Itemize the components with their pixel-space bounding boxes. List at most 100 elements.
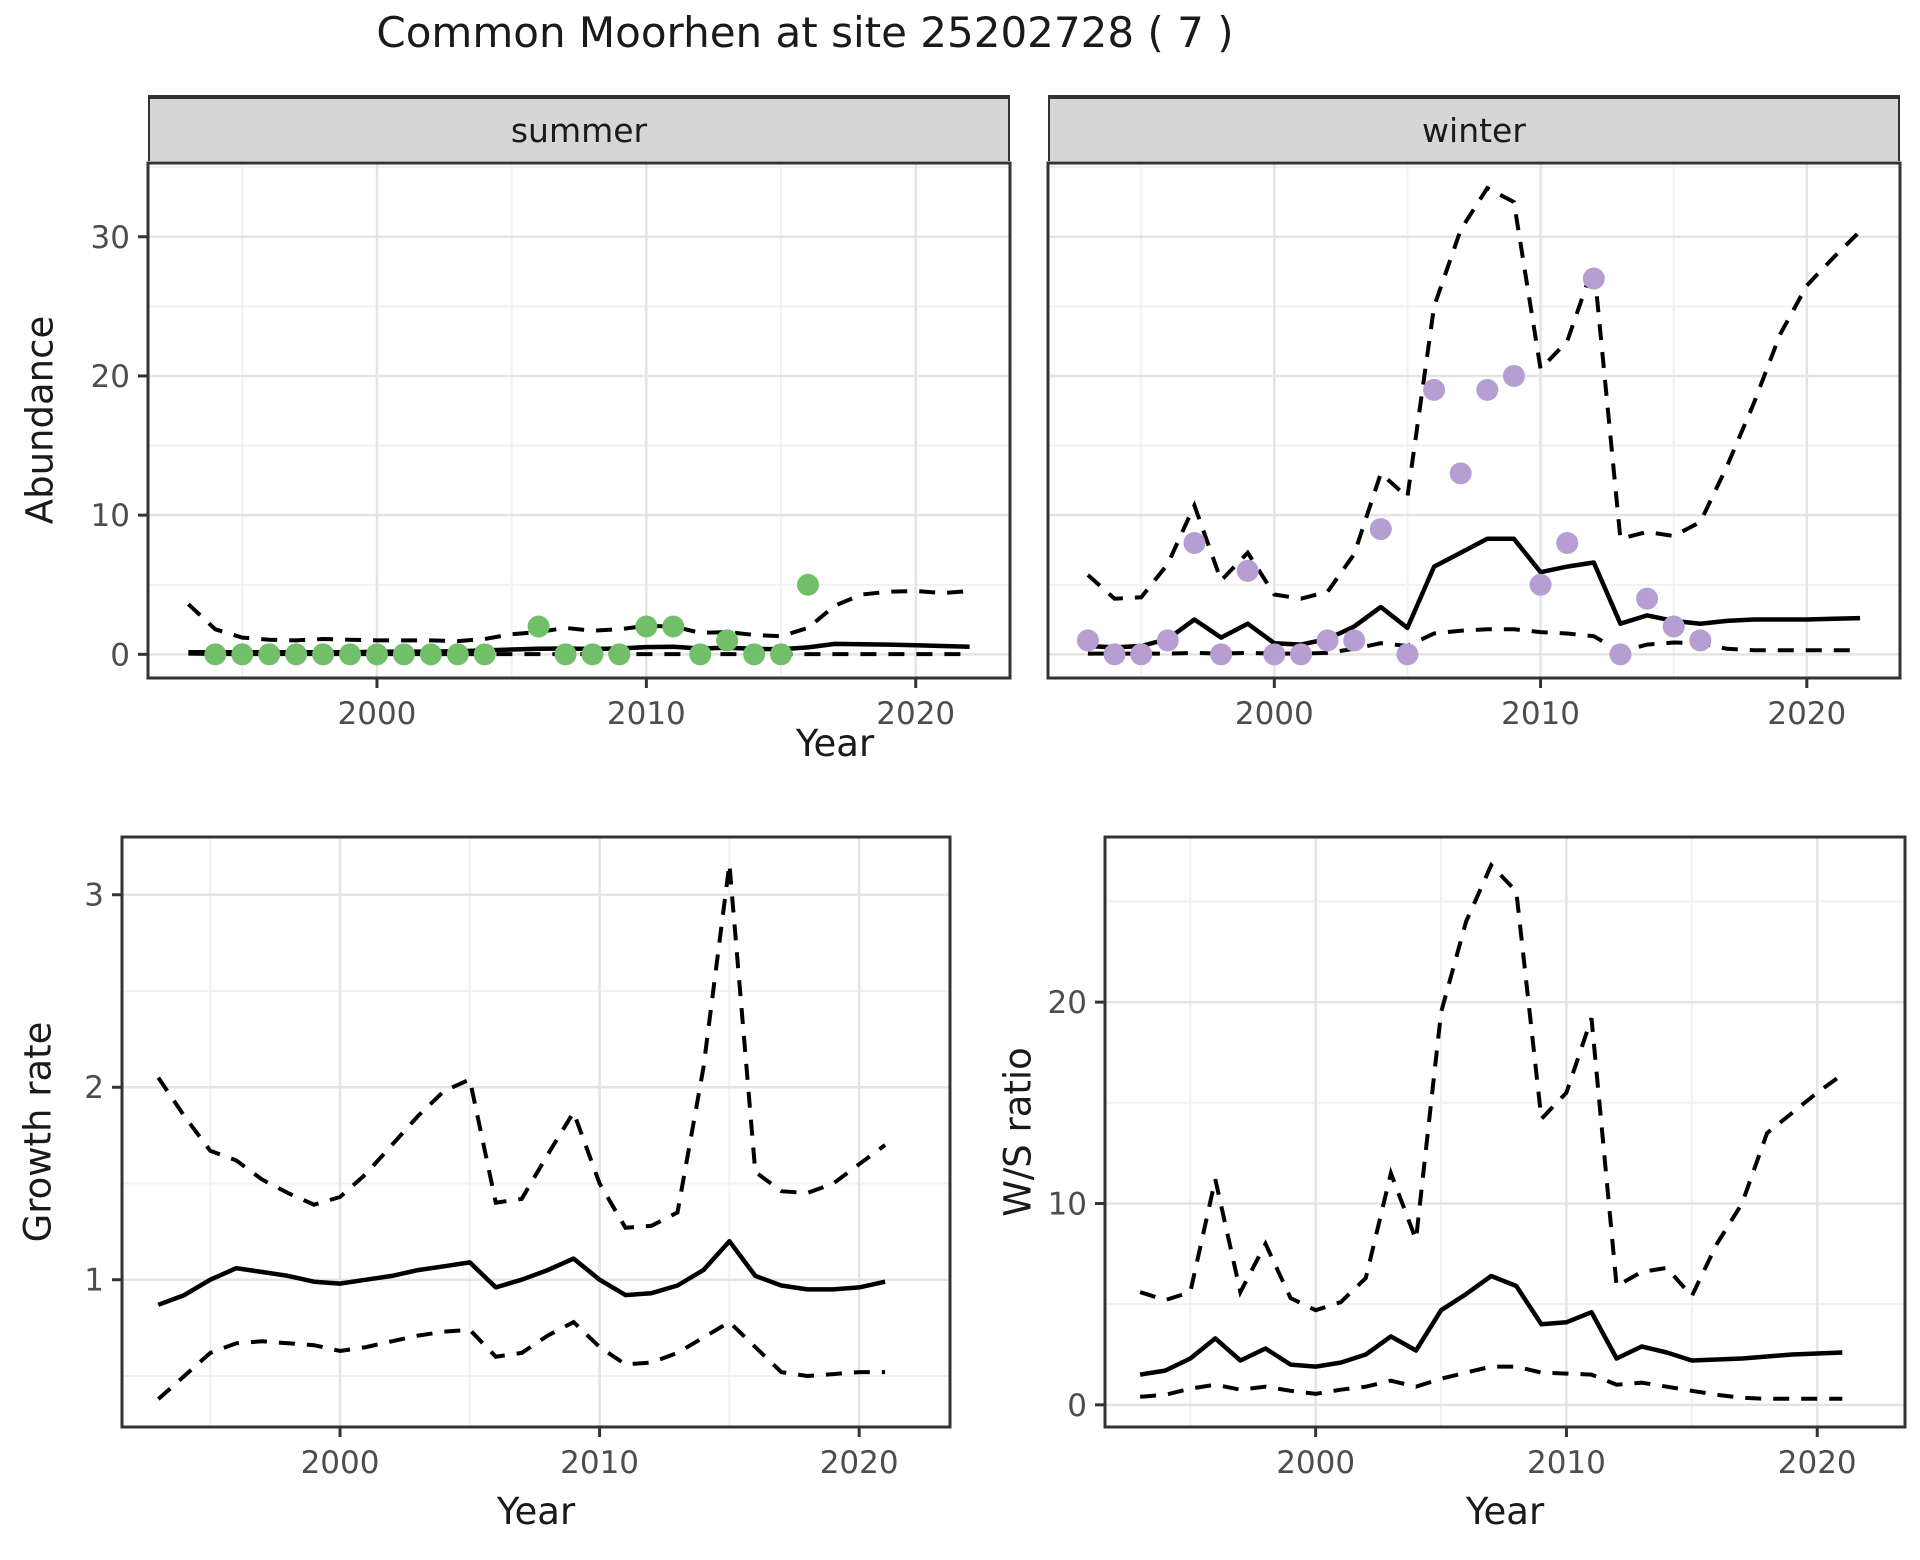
winter-observation-point xyxy=(1582,267,1605,290)
y-axis-title-abundance: Abundance xyxy=(18,315,62,525)
winter-observation-point xyxy=(1316,629,1339,652)
summer-lower-ci-line xyxy=(188,651,970,657)
summer-panel-border xyxy=(146,161,1012,680)
winter-observation-point xyxy=(1289,643,1312,666)
winter-observation-point xyxy=(1369,518,1392,541)
ws_ratio-y-tick-label: 0 xyxy=(1067,1388,1087,1424)
ws_ratio-mean-line xyxy=(1139,1273,1843,1377)
ws_ratio-lower-ci-line xyxy=(1139,1364,1843,1401)
growth-x-tick-label: 2000 xyxy=(301,1445,380,1481)
summer-observation-point xyxy=(796,573,819,596)
winter-observation-point xyxy=(1609,643,1632,666)
growth-y-tick-label: 1 xyxy=(84,1263,104,1299)
summer-observation-point xyxy=(446,643,469,666)
x-axis-title-growth-year: Year xyxy=(496,1490,576,1533)
winter-x-tick-label: 2010 xyxy=(1501,696,1580,732)
summer-y-tick-label: 20 xyxy=(91,359,130,395)
winter-lower-ci-line xyxy=(1087,627,1861,656)
y-axis-title-ws-ratio: W/S ratio xyxy=(996,1047,1040,1217)
summer-observation-point xyxy=(743,643,766,666)
x-axis-title-top-year: Year xyxy=(795,722,875,765)
growth-mean-line xyxy=(157,1238,886,1307)
summer-observation-point xyxy=(285,643,308,666)
ws_ratio-panel-border xyxy=(1103,835,1907,1429)
winter-observation-point xyxy=(1423,378,1446,401)
facet-strip-winter-label: winter xyxy=(1422,110,1526,150)
winter-observation-point xyxy=(1396,643,1419,666)
summer-observation-point xyxy=(231,643,254,666)
summer-observation-point xyxy=(204,643,227,666)
summer-observation-point xyxy=(473,643,496,666)
summer-observation-point xyxy=(419,643,442,666)
summer-observation-point xyxy=(608,643,631,666)
winter-observation-point xyxy=(1210,643,1233,666)
winter-observation-point xyxy=(1502,364,1525,387)
summer-x-tick-label: 2020 xyxy=(876,696,955,732)
winter-x-tick-label: 2020 xyxy=(1767,696,1846,732)
winter-observation-point xyxy=(1156,629,1179,652)
ws_ratio-upper-ci-line xyxy=(1139,861,1844,1313)
winter-observation-point xyxy=(1449,462,1472,485)
growth-upper-ci-line xyxy=(156,863,887,1230)
summer-observation-point xyxy=(716,629,739,652)
winter-observation-point xyxy=(1636,587,1659,610)
growth-panel-border xyxy=(120,835,952,1429)
summer-observation-point xyxy=(365,643,388,666)
summer-observation-point xyxy=(770,643,793,666)
growth-y-tick-label: 3 xyxy=(84,878,104,914)
winter-observation-point xyxy=(1263,643,1286,666)
x-axis-title-ws-year: Year xyxy=(1465,1490,1545,1533)
ws_ratio-panel-background xyxy=(1105,837,1905,1427)
summer-upper-ci-line xyxy=(187,588,970,644)
ws_ratio-y-tick-label: 10 xyxy=(1048,1186,1087,1222)
growth-x-tick-label: 2010 xyxy=(560,1445,639,1481)
winter-observation-point xyxy=(1662,615,1685,638)
winter-panel-border xyxy=(1046,161,1902,680)
winter-observation-point xyxy=(1343,629,1366,652)
winter-observation-point xyxy=(1689,629,1712,652)
growth-y-tick-label: 2 xyxy=(84,1070,104,1106)
summer-observation-point xyxy=(258,643,281,666)
winter-observation-point xyxy=(1076,629,1099,652)
growth-panel-background xyxy=(122,837,950,1427)
ws_ratio-x-tick-label: 2000 xyxy=(1276,1445,1355,1481)
summer-observation-point xyxy=(662,615,685,638)
y-axis-title-growth-rate: Growth rate xyxy=(16,1021,60,1243)
winter-observation-point xyxy=(1236,559,1259,582)
summer-observation-point xyxy=(339,643,362,666)
facet-strip-winter: winter xyxy=(1048,95,1900,161)
summer-panel-background xyxy=(148,163,1010,678)
summer-observation-point xyxy=(527,615,550,638)
winter-observation-point xyxy=(1556,531,1579,554)
winter-mean-line xyxy=(1087,536,1861,650)
summer-y-tick-label: 0 xyxy=(110,637,130,673)
summer-observation-point xyxy=(689,643,712,666)
summer-x-tick-label: 2000 xyxy=(338,696,417,732)
winter-observation-point xyxy=(1130,643,1153,666)
winter-x-tick-label: 2000 xyxy=(1235,696,1314,732)
ws_ratio-x-tick-label: 2010 xyxy=(1527,1445,1606,1481)
summer-y-tick-label: 10 xyxy=(91,498,130,534)
winter-observation-point xyxy=(1476,378,1499,401)
facet-strip-summer: summer xyxy=(148,95,1010,161)
summer-observation-point xyxy=(392,643,415,666)
summer-observation-point xyxy=(312,643,335,666)
winter-observation-point xyxy=(1103,643,1126,666)
winter-panel-background xyxy=(1048,163,1900,678)
ws_ratio-y-tick-label: 20 xyxy=(1048,985,1087,1021)
winter-observation-point xyxy=(1529,573,1552,596)
facet-strip-summer-label: summer xyxy=(510,110,648,150)
page-title: Common Moorhen at site 25202728 ( 7 ) xyxy=(376,8,1234,57)
growth-lower-ci-line xyxy=(156,1319,886,1401)
growth-x-tick-label: 2020 xyxy=(820,1445,899,1481)
summer-x-tick-label: 2010 xyxy=(607,696,686,732)
ws_ratio-x-tick-label: 2020 xyxy=(1778,1445,1857,1481)
summer-observation-point xyxy=(581,643,604,666)
summer-observation-point xyxy=(554,643,577,666)
winter-observation-point xyxy=(1183,531,1206,554)
summer-y-tick-label: 30 xyxy=(91,220,130,256)
winter-upper-ci-line xyxy=(1086,185,1862,601)
summer-observation-point xyxy=(635,615,658,638)
